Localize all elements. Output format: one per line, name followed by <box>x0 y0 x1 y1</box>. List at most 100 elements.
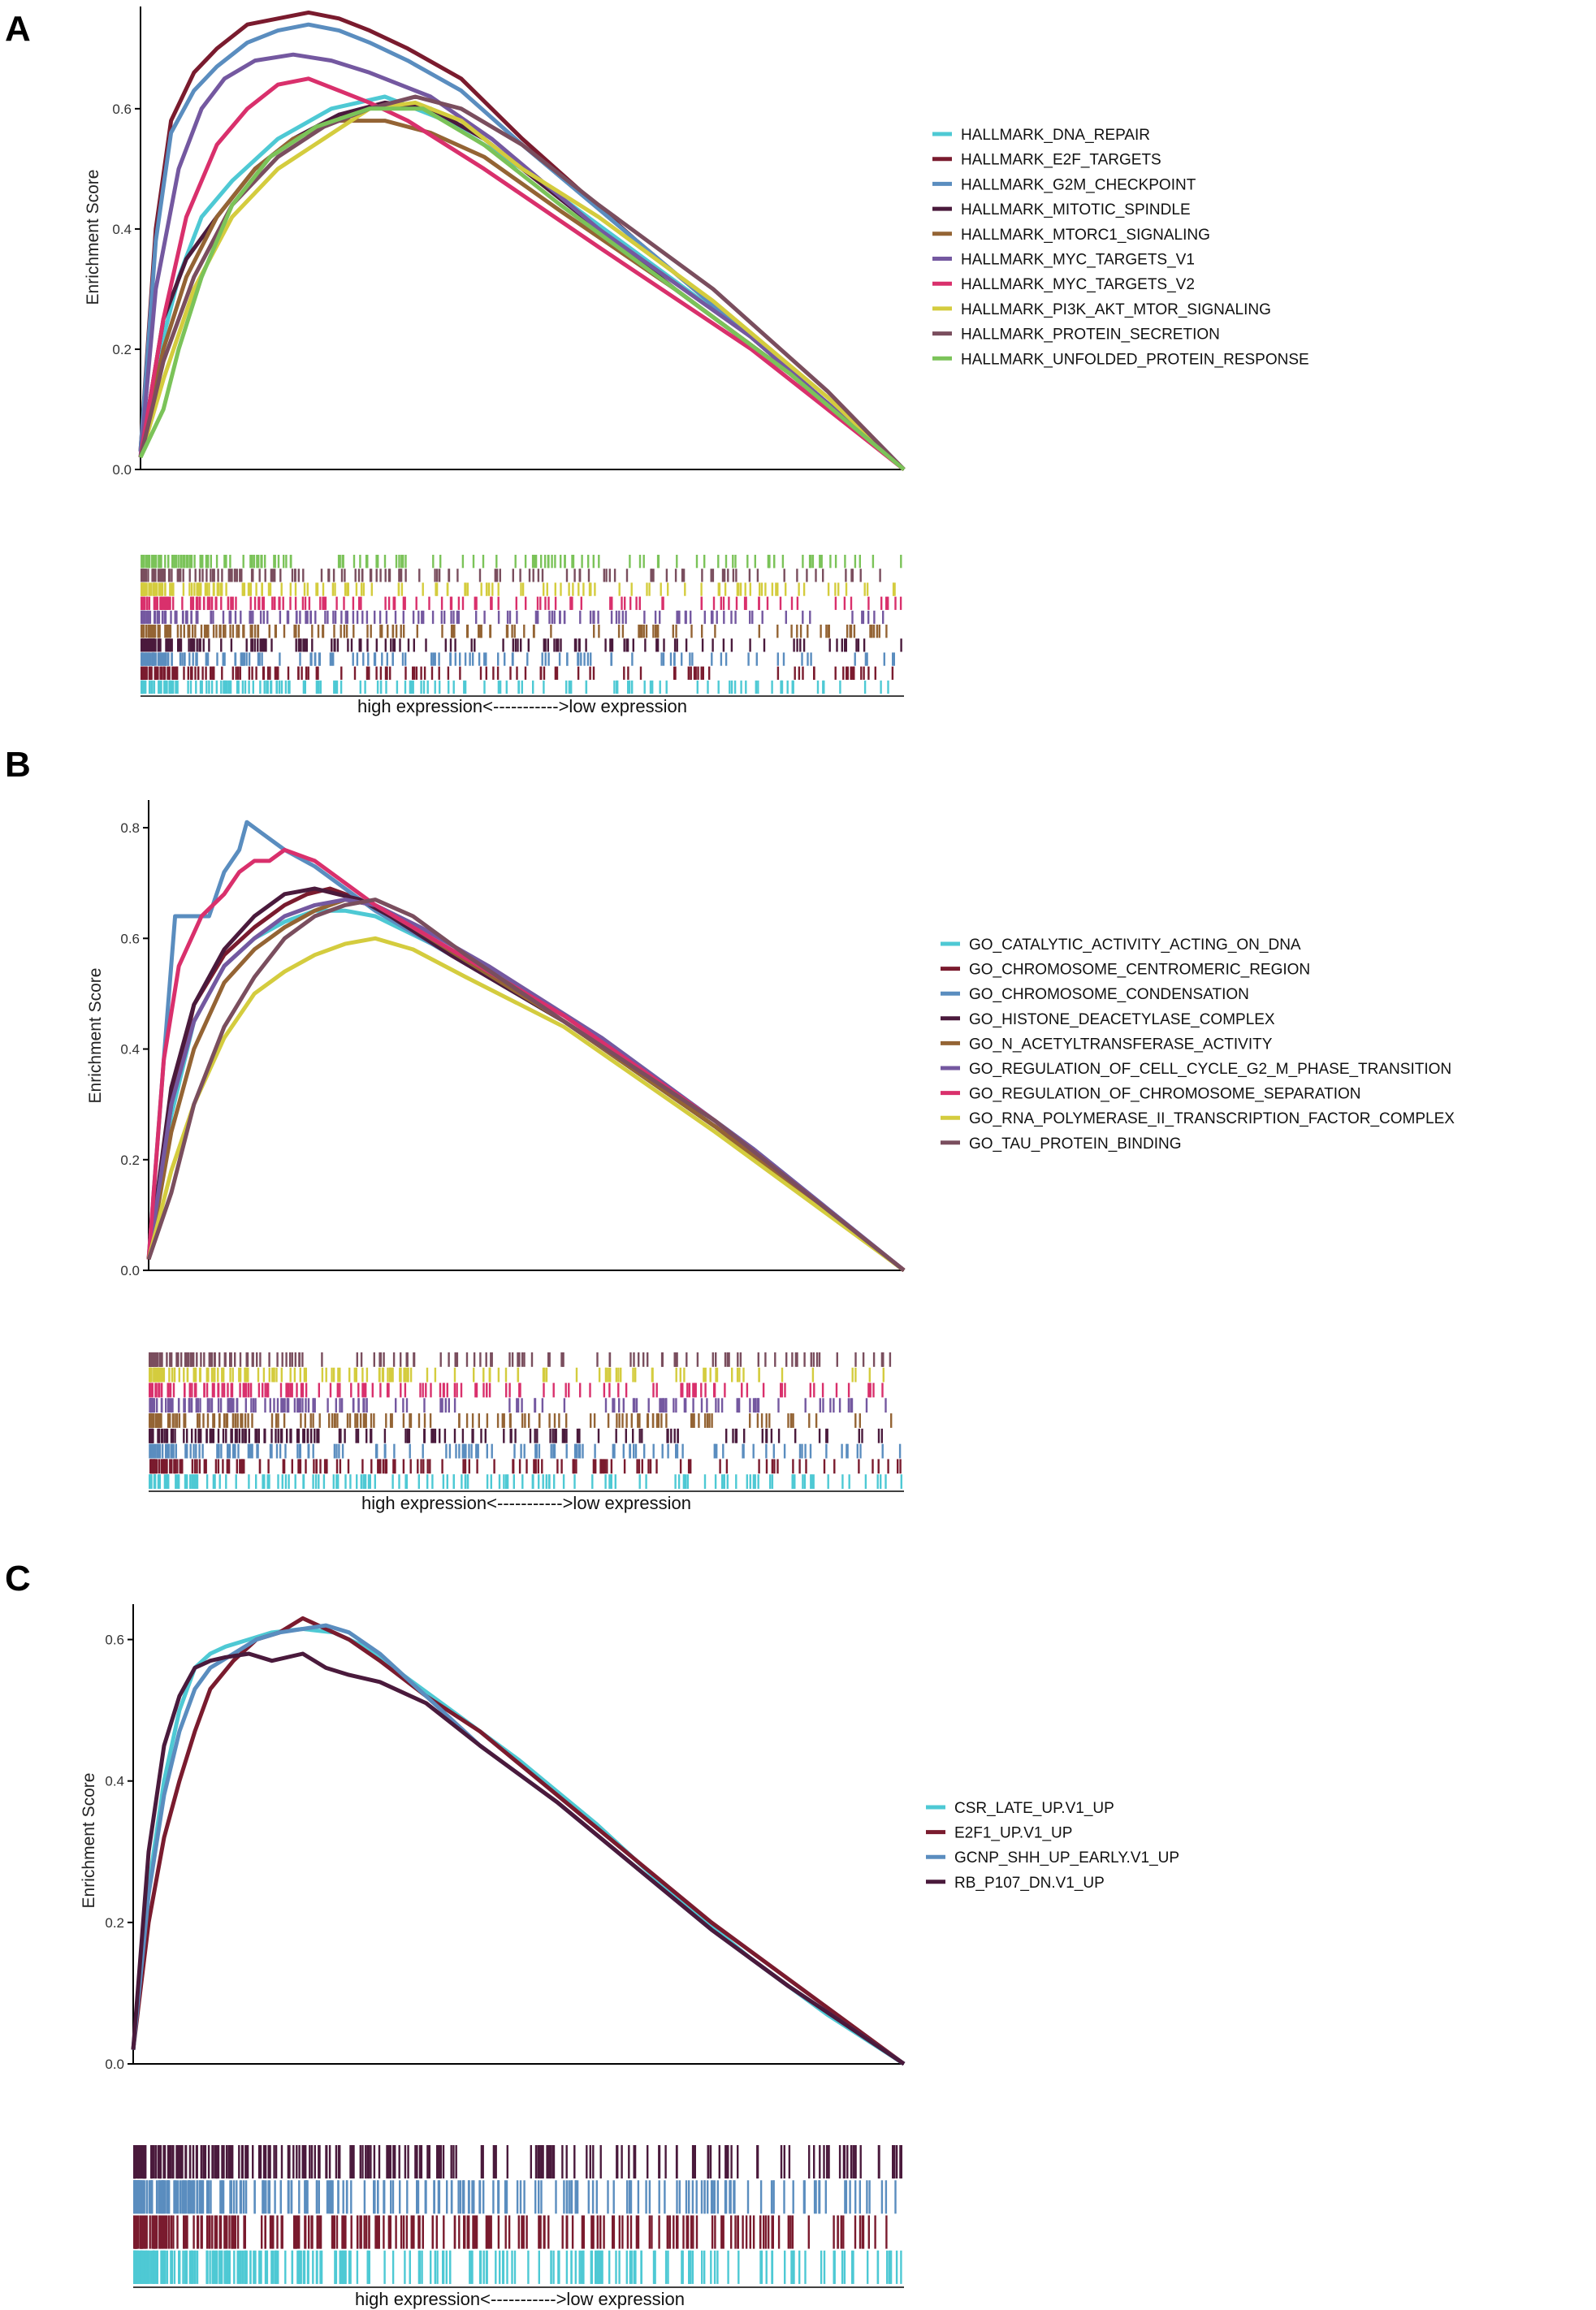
panel-c-rank-tick <box>772 2215 774 2249</box>
panel-c-rank-tick <box>425 2180 427 2214</box>
panel-b-rank-tick <box>865 1398 868 1413</box>
panel-a-rank-tick <box>273 555 275 569</box>
panel-b-rank-tick <box>218 1413 221 1428</box>
panel-b-rank-tick <box>622 1398 625 1413</box>
panel-a-rank-tick <box>374 610 376 625</box>
panel-c-rank-tick <box>135 2180 137 2214</box>
panel-a-rank-tick <box>454 652 456 666</box>
panel-c-rank-tick <box>383 2215 385 2249</box>
panel-c-rank-tick <box>136 2145 139 2179</box>
panel-a-rank-tick <box>173 666 175 680</box>
panel-a-rank-tick <box>859 555 861 569</box>
panel-a-rank-tick <box>632 638 634 652</box>
panel-a-rank-tick <box>322 582 325 596</box>
panel-a-rank-tick <box>253 555 256 569</box>
panel-b-rank-tick <box>568 1382 570 1398</box>
panel-b-letter: B <box>5 745 31 785</box>
panel-b-rank-tick <box>453 1367 456 1382</box>
panel-a-rank-tick <box>539 596 542 610</box>
panel-a-rank-tick <box>274 666 277 680</box>
panel-c-rank-tick <box>552 2145 555 2179</box>
panel-b-rank-tick <box>259 1352 262 1367</box>
panel-c-rank-tick <box>163 2145 167 2179</box>
panel-a-rank-tick <box>141 652 144 666</box>
panel-a-rank-tick <box>263 680 266 694</box>
panel-a-rank-tick <box>355 582 358 596</box>
panel-c-rank-tick <box>485 2250 488 2284</box>
panel-b-rank-tick <box>282 1459 284 1474</box>
panel-a-rank-tick <box>690 610 692 625</box>
panel-a-rank-tick <box>365 666 369 680</box>
panel-c-rank-tick <box>768 2215 770 2249</box>
panel-a-rank-tick <box>861 610 863 625</box>
panel-c-rank-tick <box>436 2145 439 2179</box>
panel-a-rank-tick <box>828 638 831 652</box>
panel-b-rank-tick <box>158 1367 160 1382</box>
panel-a-rank-tick <box>536 610 538 625</box>
panel-c-rank-tick <box>608 2250 611 2284</box>
panel-b-rank-tick <box>254 1428 257 1443</box>
panel-b-rank-tick <box>163 1474 167 1489</box>
panel-b-rank-tick <box>222 1459 224 1474</box>
panel-b-rank-tick <box>846 1443 848 1459</box>
panel-c-rank-tick <box>420 2145 423 2179</box>
panel-b-rank-tick <box>157 1428 159 1443</box>
panel-a-rank-tick <box>314 610 317 625</box>
panel-a-rank-tick <box>822 569 824 582</box>
panel-a-rank-tick <box>172 596 175 610</box>
panel-b-rank-tick <box>357 1398 360 1413</box>
panel-c-rank-tick <box>586 2145 588 2179</box>
panel-a-rank-tick <box>422 610 425 625</box>
panel-a-rank-tick <box>176 680 179 694</box>
panel-a-rank-tick <box>554 596 557 610</box>
panel-a-rank-tick <box>701 569 703 582</box>
panel-c-rank-tick <box>793 2250 795 2284</box>
panel-a-rank-tick <box>332 652 335 666</box>
panel-c-legend: CSR_LATE_UP.V1_UPE2F1_UP.V1_UPGCNP_SHH_U… <box>926 1800 1179 1892</box>
panel-a-legend-label-10: HALLMARK_UNFOLDED_PROTEIN_RESPONSE <box>961 351 1309 368</box>
panel-b-rank-tick <box>601 1459 603 1474</box>
panel-b-rank-tick <box>756 1413 759 1428</box>
panel-b-rank-tick <box>314 1428 316 1443</box>
panel-a-rank-tick <box>582 582 585 596</box>
panel-c-rank-tick <box>383 2180 386 2214</box>
panel-b-rank-tick <box>355 1367 357 1382</box>
panel-b-rank-tick <box>151 1352 154 1367</box>
panel-a-rank-tick <box>499 569 501 582</box>
panel-b-rank-tick <box>854 1367 857 1382</box>
panel-b-rank-tick <box>213 1413 216 1428</box>
panel-a-rank-tick <box>234 610 237 625</box>
panel-b-rank-tick <box>367 1474 370 1489</box>
panel-b-rank-tick <box>808 1413 811 1428</box>
panel-b-rank-tick <box>332 1367 335 1382</box>
panel-c-rank-tick <box>819 2145 821 2179</box>
panel-b-rank-tick <box>781 1382 783 1398</box>
panel-a-rank-tick <box>756 569 759 582</box>
panel-b-rank-tick <box>439 1382 442 1398</box>
panel-c-rank-tick <box>244 2145 247 2179</box>
panel-c-rank-tick <box>335 2250 338 2284</box>
panel-a-rank-tick <box>400 569 402 582</box>
panel-a-rank-tick <box>217 569 219 582</box>
panel-b-rank-tick <box>468 1459 470 1474</box>
panel-b-rank-tick <box>456 1352 459 1367</box>
panel-a-rank-tick <box>617 625 621 638</box>
panel-a-rank-tick <box>563 610 566 625</box>
panel-c-rank-tick <box>141 2215 145 2249</box>
panel-a-rank-tick <box>701 625 703 638</box>
panel-a-rank-tick <box>560 555 562 569</box>
panel-c-rank-tick <box>760 2250 763 2284</box>
panel-a-rank-tick <box>733 680 737 694</box>
panel-b-rank-tick <box>752 1474 755 1489</box>
panel-a-rank-tick <box>793 638 795 652</box>
panel-b-rank-tick <box>189 1474 192 1489</box>
panel-a-rank-tick <box>198 569 201 582</box>
panel-a-rank-tick <box>271 596 274 610</box>
panel-a-rank-tick <box>495 569 499 582</box>
panel-b-rank-tick <box>244 1428 246 1443</box>
panel-c-rank-tick <box>582 2215 585 2249</box>
panel-b-rank-tick <box>509 1428 512 1443</box>
panel-b-rank-tick <box>694 1382 697 1398</box>
panel-b-rank-tick <box>877 1428 880 1443</box>
panel-c-rank-tick <box>467 2180 470 2214</box>
